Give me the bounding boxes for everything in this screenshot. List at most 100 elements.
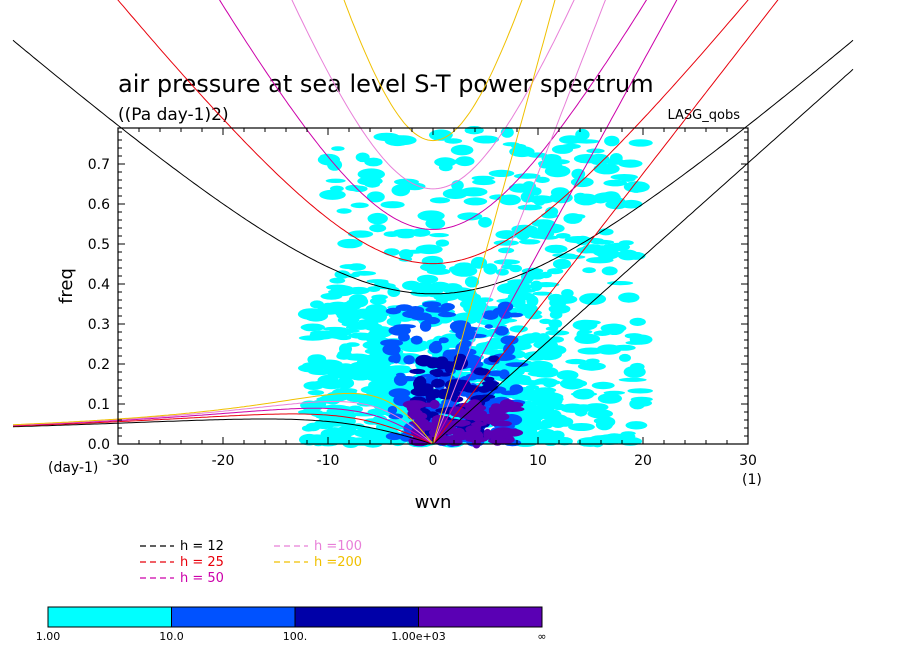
power-cell [428,342,443,354]
power-cell [449,406,466,418]
power-cell [339,301,364,308]
y-tick-label: 0.0 [88,437,110,453]
power-cell [509,264,522,273]
power-cell [538,428,555,436]
power-cell [574,192,587,201]
colorbar-label: 1.00e+03 [391,630,445,643]
power-cell [539,318,553,324]
power-cell [596,344,622,355]
power-cell [334,306,350,318]
power-cell [488,169,515,177]
power-cell [385,432,403,441]
power-cell [439,436,449,446]
x-tick-label: 10 [529,453,547,469]
power-cell [298,312,317,319]
power-cell [489,194,509,200]
power-cell [326,391,350,402]
power-cell [599,416,616,428]
power-cell [521,271,535,283]
power-cell [364,369,378,378]
power-cell [343,273,360,278]
power-cell [347,230,374,238]
power-cell [493,259,521,265]
colorbar-label: 1.00 [36,630,61,643]
power-cell [434,157,457,167]
power-cell [625,421,648,430]
power-cell [551,144,574,154]
power-cell [473,368,491,376]
dispersion-curve-h12 [12,418,434,444]
power-cell [586,148,605,154]
power-cell [509,374,531,381]
power-cell [619,353,631,362]
x-tick-label: -10 [317,453,340,469]
power-cell [598,228,614,236]
power-cell [412,418,429,429]
power-field [297,126,653,449]
power-cell [449,266,462,273]
dispersion-curve-h200 [432,0,556,444]
power-cell [616,433,633,439]
y-tick-label: 0.6 [88,197,110,213]
y-tick-label: 0.7 [88,157,110,173]
power-cell [519,437,542,445]
power-cell [494,326,509,336]
legend-label: h = 12 [180,539,224,554]
power-cell [618,159,643,168]
dispersion-curve-h200 [343,0,523,142]
power-cell [532,291,552,296]
power-cell [509,325,528,333]
power-cell [478,386,491,393]
power-cell [513,173,541,179]
power-cell [552,258,572,270]
dispersion-curve-h12 [12,39,854,295]
power-cell [472,421,482,430]
power-cell [429,233,449,238]
power-cell [500,406,525,412]
power-cell [629,317,646,326]
power-cell [320,292,343,300]
power-cell [604,323,625,335]
y-tick-label: 0.5 [88,237,110,253]
power-cell [364,180,380,188]
power-cell [429,129,453,141]
power-cell [370,396,393,404]
power-cell [604,135,620,147]
power-cell [576,329,589,340]
power-cell [367,386,385,391]
power-cell [303,381,324,391]
power-cell [366,191,385,203]
power-cell [576,246,596,254]
power-cell [347,286,370,295]
power-cell [534,348,562,361]
power-cell [619,240,634,246]
power-cell [579,293,607,305]
chart-title: air pressure at sea level S-T power spec… [118,70,654,98]
power-cell [495,268,509,276]
power-cell [438,372,452,377]
power-cell [370,328,389,339]
power-cell [565,358,587,365]
legend-label: h = 50 [180,571,224,586]
power-cell [341,321,366,327]
power-cell [397,234,414,239]
power-cell [404,182,426,191]
power-cell [356,438,380,447]
dispersion-curves [12,0,854,444]
power-cell [618,377,647,382]
power-cell [410,335,423,345]
power-cell [310,409,324,417]
power-cell [488,355,500,363]
power-cell [498,310,512,319]
colorbar-label: 10.0 [159,630,184,643]
power-cell [521,409,546,422]
y-axis-label: freq [56,268,77,304]
colorbar: 1.00 10.0 100. 1.00e+03 ∞ [36,606,547,643]
axis-ticks: -30 -20 -10 0 10 20 30 0.0 0.1 0.2 0.3 0.4 0.5 0.6 0.7 [88,128,757,469]
power-cell [425,306,445,313]
power-cell [618,292,640,303]
power-cell [382,343,401,356]
power-cell [481,380,500,386]
